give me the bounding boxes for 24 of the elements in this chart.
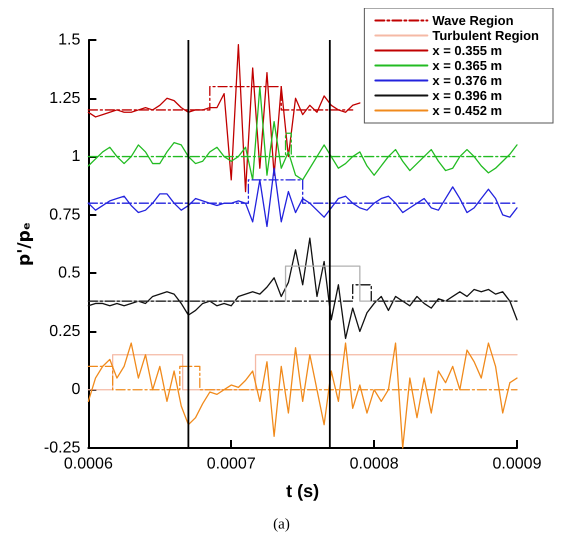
- text: (a): [273, 516, 290, 532]
- x-tick-label: 0.0006: [64, 456, 113, 472]
- legend-label: x = 0.376 m: [432, 73, 502, 88]
- legend-label: Wave Region: [432, 13, 514, 28]
- legend-label: x = 0.365 m: [432, 58, 502, 73]
- y-tick-label: 0.5: [58, 264, 80, 282]
- y-tick-label: 1: [71, 148, 80, 166]
- y-tick-label: 0.75: [49, 206, 80, 224]
- x-tick-label: 0.0007: [206, 456, 256, 472]
- x-tick-label: 0.0008: [350, 456, 399, 472]
- y-tick-label: 0: [71, 381, 80, 398]
- line-series: [88, 86, 518, 181]
- x-axis-title: t (s): [286, 481, 320, 501]
- y-tick-label: 1.5: [58, 32, 80, 48]
- legend-label: x = 0.452 m: [432, 103, 502, 118]
- y-axis-title: p'/pₑ: [14, 222, 34, 266]
- legend-label: x = 0.396 m: [432, 88, 502, 103]
- x-tick-label: 0.0009: [492, 456, 542, 472]
- y-tick-label: 1.25: [49, 90, 80, 107]
- line-series: [88, 238, 518, 340]
- legend-label: x = 0.355 m: [432, 43, 502, 58]
- legend-label: Turbulent Region: [432, 28, 540, 43]
- y-tick-label: 0.25: [49, 322, 80, 340]
- y-tick-label: -0.25: [44, 440, 80, 456]
